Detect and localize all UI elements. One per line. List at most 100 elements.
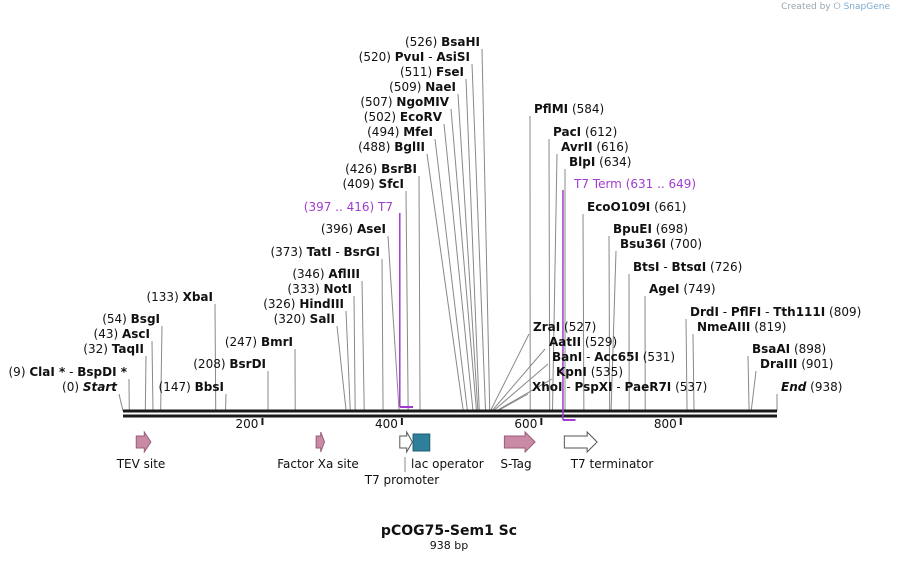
site-name: BmrI xyxy=(261,335,293,349)
site-line-start xyxy=(118,393,124,412)
primer-label-t7: (397 .. 416) T7 xyxy=(304,200,393,214)
site-name: Start xyxy=(83,380,118,394)
site-label-tati-bsrgi: (373) TatI - BsrGI xyxy=(270,245,380,259)
site-position: (396) xyxy=(321,222,353,236)
site-line-bglii xyxy=(426,153,464,412)
site-name: XbaI xyxy=(183,290,213,304)
site-line-fsei xyxy=(465,78,480,412)
feature-t7-terminator-arrow xyxy=(563,430,598,454)
site-name: DrdI xyxy=(690,305,719,319)
site-name: BspDI * xyxy=(77,365,127,379)
site-name: BsaAI xyxy=(752,342,790,356)
site-position: (584) xyxy=(572,102,604,116)
site-name: PacI xyxy=(553,125,581,139)
site-name: BsgI xyxy=(131,312,160,326)
site-position: (373) xyxy=(270,245,302,259)
site-position: (509) xyxy=(389,80,421,94)
site-label-draiii: DraIII (901) xyxy=(760,357,833,371)
site-name: BlpI xyxy=(569,155,595,169)
site-separator: - xyxy=(719,305,731,319)
site-label-zrai: ZraI (527) xyxy=(533,320,596,334)
site-line-draiii xyxy=(750,370,757,412)
site-position: (320) xyxy=(274,312,306,326)
credit-brand: SnapGene xyxy=(843,2,890,12)
ruler: 200 400 600 800 xyxy=(236,417,682,431)
site-separator: - xyxy=(424,50,436,64)
ruler-tick-label: 800 xyxy=(654,417,677,431)
snapgene-credit: Created by ⭘ SnapGene xyxy=(781,2,890,12)
site-position: (488) xyxy=(358,140,390,154)
site-position: (346) xyxy=(292,267,324,281)
site-name: BsrGI xyxy=(343,245,380,259)
site-position: (698) xyxy=(656,222,688,236)
site-line-nmeaiii xyxy=(692,333,695,412)
site-label-xbai: (133) XbaI xyxy=(146,290,213,304)
primer-range: (397 .. 416) xyxy=(304,200,378,214)
site-label-aatii: AatII (529) xyxy=(549,335,617,349)
site-position: (535) xyxy=(591,365,623,379)
site-name: PvuI xyxy=(395,50,425,64)
site-label-bpuei: BpuEI (698) xyxy=(613,222,688,236)
site-position: (426) xyxy=(345,162,377,176)
site-position: (511) xyxy=(400,65,432,79)
site-label-noti: (333) NotI xyxy=(287,282,352,296)
site-name: BsrBI xyxy=(381,162,417,176)
site-label-hindiii: (326) HindIII xyxy=(263,297,344,311)
site-position: (208) xyxy=(193,357,225,371)
site-position: (661) xyxy=(654,200,686,214)
site-line-xbai xyxy=(214,303,217,412)
site-line-asei xyxy=(387,235,400,412)
site-label-bmri: (247) BmrI xyxy=(225,335,293,349)
site-name: BanI xyxy=(552,350,582,364)
site-name: ZraI xyxy=(533,320,560,334)
site-name: MfeI xyxy=(403,125,433,139)
site-name: AflIII xyxy=(328,267,360,281)
feature-label-t7-promoter: T7 promoter xyxy=(364,473,440,487)
site-label-avrii: AvrII (616) xyxy=(561,140,629,154)
site-separator: - xyxy=(660,260,672,274)
backbone xyxy=(123,409,777,418)
site-position: (938) xyxy=(810,380,842,394)
site-line-bsaai xyxy=(747,355,750,412)
site-label-naei: (509) NaeI xyxy=(389,80,456,94)
site-label-bsrbi: (426) BsrBI xyxy=(345,162,417,176)
site-position: (634) xyxy=(599,155,631,169)
site-name: NgoMIV xyxy=(396,95,449,109)
site-line-paci xyxy=(548,138,551,412)
site-name: End xyxy=(781,380,807,394)
site-line-bpuei xyxy=(608,235,611,412)
site-label-afliii: (346) AflIII xyxy=(292,267,360,281)
feature-label-factor-xa-site: Factor Xa site xyxy=(277,457,359,471)
site-label-ngomiv: (507) NgoMIV xyxy=(360,95,449,109)
site-label-bbsi: (147) BbsI xyxy=(159,380,224,394)
site-name: BtsI xyxy=(633,260,660,274)
site-label-taqii: (32) TaqII xyxy=(83,342,144,356)
site-name: AgeI xyxy=(649,282,679,296)
site-label-bani-acc65i: BanI - Acc65I (531) xyxy=(552,350,675,364)
site-line-drdi-pflfi-tth111i xyxy=(685,318,688,412)
site-label-bsu36i: Bsu36I (700) xyxy=(620,237,702,251)
site-name: PflMI xyxy=(534,102,568,116)
primer-name: T7 Term xyxy=(573,177,626,191)
site-name: BpuEI xyxy=(613,222,652,236)
site-line-afliii xyxy=(361,280,365,412)
site-label-bglii: (488) BglII xyxy=(358,140,425,154)
site-label-btsi-bts-i: BtsI - BtsαI (726) xyxy=(633,260,742,274)
site-position: (809) xyxy=(829,305,861,319)
site-position: (54) xyxy=(102,312,127,326)
feature-label-t7-terminator: T7 terminator xyxy=(570,457,654,471)
site-line-sali xyxy=(336,325,347,412)
site-position: (247) xyxy=(225,335,257,349)
site-label-paci: PacI (612) xyxy=(553,125,617,139)
site-position: (526) xyxy=(405,35,437,49)
features: TEV site Factor Xa site T7 promoter lac ope… xyxy=(116,430,654,487)
site-separator: - xyxy=(582,350,594,364)
site-position: (527) xyxy=(564,320,596,334)
site-label-pflmi: PflMI (584) xyxy=(534,102,604,116)
site-name: Acc65I xyxy=(594,350,639,364)
site-name: BsaHI xyxy=(441,35,480,49)
site-position: (819) xyxy=(754,320,786,334)
site-label-ecorv: (502) EcoRV xyxy=(364,110,443,124)
site-name: KpnI xyxy=(556,365,587,379)
site-position: (409) xyxy=(342,177,374,191)
